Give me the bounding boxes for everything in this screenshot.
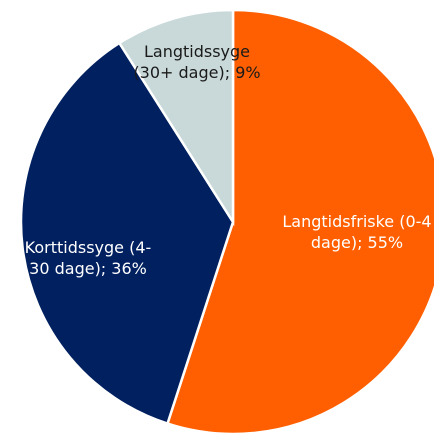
data-label: Korttidssyge (4-30 dage); 36% [24, 238, 152, 278]
data-label-box: Langtidssyge (30+ dage); 9% [133, 42, 261, 82]
data-label: Langtidssyge (30+ dage); 9% [133, 42, 261, 82]
data-label-box: Langtidsfriske (0-4 dage); 55% [282, 212, 432, 252]
pie-slice [19, 41, 235, 426]
data-label: Langtidsfriske (0-4 dage); 55% [282, 212, 432, 252]
pie-slice [117, 8, 235, 227]
data-label-box: Korttidssyge (4-30 dage); 36% [24, 238, 152, 278]
